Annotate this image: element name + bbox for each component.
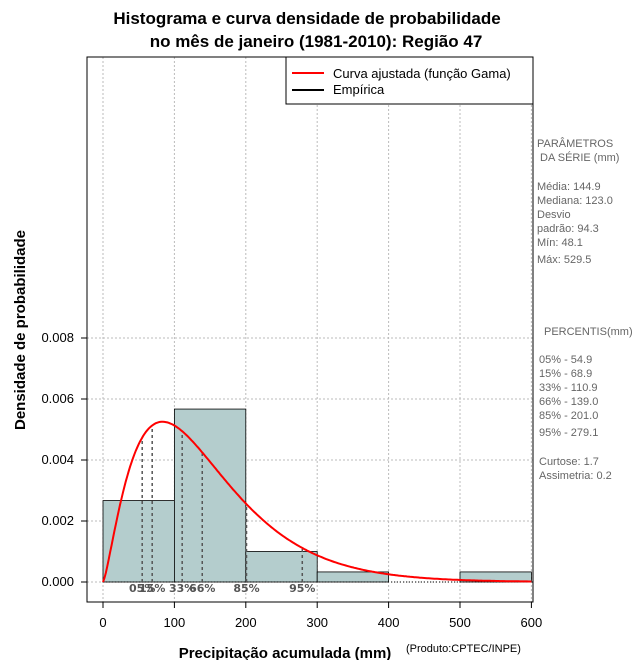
- params-title-1: PARÂMETROS: [537, 137, 613, 150]
- chart-title-line2: no mês de janeiro (1981-2010): Região 47: [150, 32, 483, 51]
- histogram-bar: [173, 408, 247, 583]
- y-tick-label: 0.006: [41, 391, 74, 406]
- percentile-label-66%: 66%: [189, 582, 215, 595]
- x-axis: 0 100 200 300 400 500 600: [99, 602, 542, 630]
- legend-label-empirical: Empírica: [333, 82, 385, 97]
- y-tick-label: 0.000: [41, 574, 74, 589]
- percentil-33: 33% - 110.9: [539, 382, 598, 394]
- y-axis-label: Densidade de probabilidade: [12, 230, 29, 430]
- percentil-05: 05% - 54.9: [539, 354, 592, 366]
- y-tick-label: 0.002: [41, 513, 74, 528]
- histogram-bars: [102, 408, 533, 583]
- percentil-66: 66% - 139.0: [539, 396, 598, 408]
- stat-max: Máx: 529.5: [537, 254, 591, 266]
- x-tick-label: 500: [449, 615, 471, 630]
- x-tick-label: 200: [235, 615, 257, 630]
- stat-kurtosis: Curtose: 1.7: [539, 456, 599, 468]
- x-tick-label: 0: [99, 615, 106, 630]
- gamma-density-curve: [102, 420, 532, 583]
- percentil-85: 85% - 201.0: [539, 410, 598, 422]
- percentile-label-05%: 05%: [129, 582, 155, 595]
- y-axis: 0.000 0.002 0.004 0.006 0.008: [41, 330, 87, 589]
- stat-skewness: Assimetria: 0.2: [539, 470, 612, 482]
- histogram-bar: [245, 551, 318, 583]
- stat-min: Mín: 48.1: [537, 237, 583, 249]
- legend-box: [285, 56, 534, 105]
- stat-median: Mediana: 123.0: [537, 195, 613, 207]
- x-axis-label: Precipitação acumulada (mm): [179, 645, 392, 660]
- percentis-title: PERCENTIS(mm): [544, 326, 633, 338]
- percentil-95: 95% - 279.1: [539, 427, 598, 439]
- percentile-label-15%: 15%: [139, 582, 165, 595]
- x-tick-label: 100: [164, 615, 186, 630]
- x-tick-label: 600: [521, 615, 543, 630]
- percentile-label-95%: 95%: [289, 582, 315, 595]
- legend-label-curve: Curva ajustada (função Gama): [333, 66, 511, 81]
- percentile-markers: 05%15% 33%66% 85% 95%: [129, 425, 315, 595]
- x-tick-label: 300: [306, 615, 328, 630]
- chart-title-line1: Histograma e curva densidade de probabil…: [113, 9, 500, 28]
- histogram-bar: [102, 500, 175, 583]
- params-title-2: DA SÉRIE (mm): [540, 151, 619, 164]
- stat-sd: padrão: 94.3: [537, 223, 599, 235]
- percentile-label-85%: 85%: [233, 582, 259, 595]
- x-tick-label: 400: [378, 615, 400, 630]
- y-tick-label: 0.008: [41, 330, 74, 345]
- stat-sd-label: Desvio: [537, 209, 571, 221]
- side-panel: PARÂMETROS DA SÉRIE (mm) Média: 144.9 Me…: [537, 137, 633, 482]
- percentil-15: 15% - 68.9: [539, 368, 592, 380]
- y-tick-label: 0.004: [41, 452, 74, 467]
- source-note: (Produto:CPTEC/INPE): [406, 643, 521, 655]
- legend: Curva ajustada (função Gama) Empírica: [285, 56, 534, 105]
- stat-mean: Média: 144.9: [537, 181, 601, 193]
- percentile-label-33%: 33%: [169, 582, 195, 595]
- grid: [87, 57, 533, 602]
